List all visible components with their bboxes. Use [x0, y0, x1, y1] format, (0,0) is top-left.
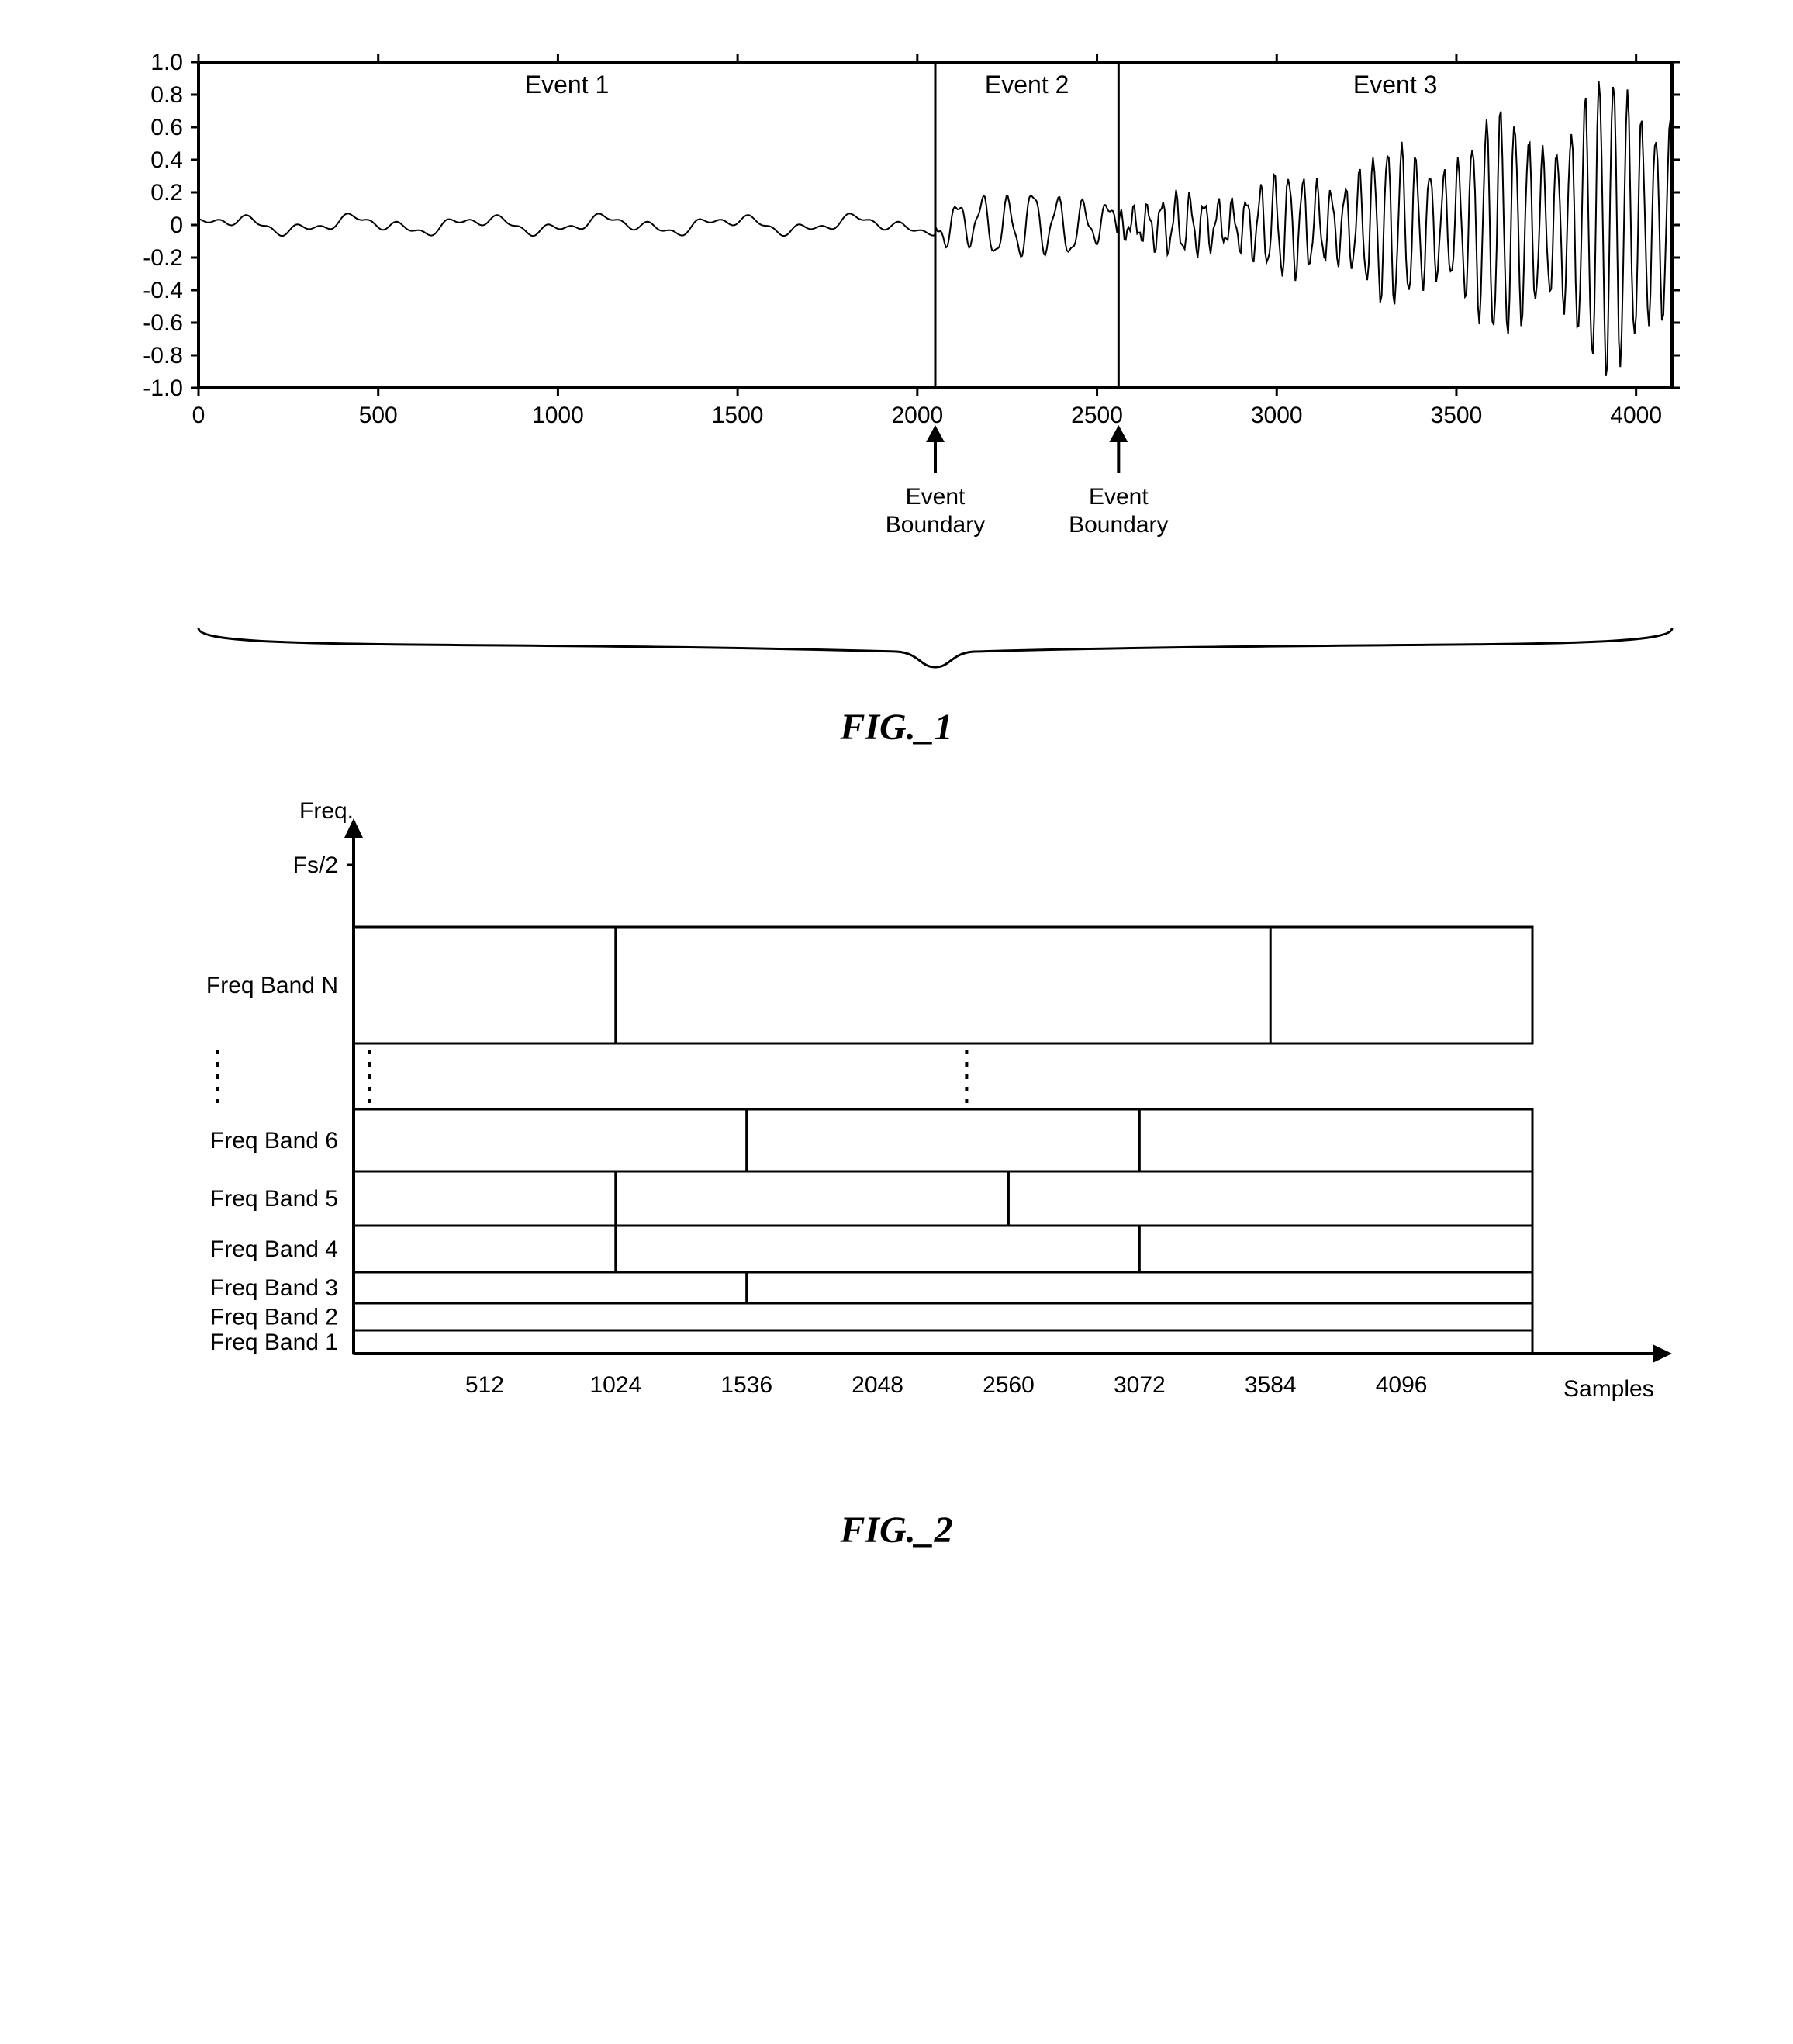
x-tick-label: 0 — [192, 403, 206, 428]
x-tick-label: 4096 — [1376, 1372, 1428, 1398]
x-tick-label: 3584 — [1245, 1372, 1297, 1398]
event-label: Event 2 — [985, 71, 1069, 99]
y-tick-label: -0.2 — [143, 245, 183, 271]
x-tick-label: 1500 — [712, 403, 764, 428]
event-boundary-label: Boundary — [886, 512, 985, 538]
fig1-chart: -1.0 -0.8 -0.6 -0.4 -0.2 0 0.2 0.4 0.6 0.8 1.0 0 50… — [82, 31, 1711, 613]
event-boundary-label: Event — [1089, 484, 1149, 510]
freq-band — [354, 1171, 1532, 1226]
fig1-caption: FIG._1 — [43, 706, 1750, 749]
freq-band — [354, 1272, 1532, 1303]
y-tick-label: 0.4 — [150, 147, 183, 173]
x-tick-label: 1000 — [532, 403, 584, 428]
x-tick-label: 3072 — [1114, 1372, 1166, 1398]
event-label: Event 1 — [525, 71, 610, 99]
y-tick-label: 0.2 — [150, 180, 183, 206]
y-tick-label: -1.0 — [143, 375, 183, 401]
freq-band — [354, 1226, 1532, 1272]
x-tick-label: 4000 — [1610, 403, 1662, 428]
band-label: Freq Band 1 — [210, 1330, 338, 1355]
x-tick-label: 2000 — [891, 403, 943, 428]
band-label: Freq Band 5 — [210, 1186, 338, 1212]
x-tick-label: 3000 — [1251, 403, 1303, 428]
x-tick-label: 1536 — [720, 1372, 772, 1398]
y-tick-label: -0.6 — [143, 310, 183, 336]
y-tick-label: 1.0 — [150, 50, 183, 75]
y-tick-label: 0 — [170, 213, 183, 238]
y-tick-label: 0.8 — [150, 82, 183, 108]
band-label: Freq Band N — [206, 973, 338, 998]
event-boundary-label: Event — [906, 484, 966, 510]
x-tick-label: 512 — [465, 1372, 504, 1398]
fig2-chart: Freq. Samples Fs/2 Freq Band N Freq Band … — [82, 795, 1711, 1493]
fs-over-2-label: Fs/2 — [293, 853, 338, 878]
fig2-caption: FIG._2 — [43, 1509, 1750, 1551]
x-tick-label: 500 — [359, 403, 398, 428]
band-label: Freq Band 2 — [210, 1305, 338, 1330]
freq-band — [354, 1303, 1532, 1330]
fig1-brace — [82, 613, 1711, 690]
y-tick-label: -0.4 — [143, 278, 183, 303]
freq-band — [354, 927, 1532, 1043]
event-label: Event 3 — [1353, 71, 1438, 99]
figure-1-container: -1.0 -0.8 -0.6 -0.4 -0.2 0 0.2 0.4 0.6 0.8 1.0 0 50… — [43, 31, 1750, 1551]
band-label: Freq Band 4 — [210, 1236, 338, 1262]
freq-band — [354, 1109, 1532, 1171]
y-tick-label: 0.6 — [150, 115, 183, 140]
freq-band — [354, 1330, 1532, 1354]
x-tick-label: 2500 — [1071, 403, 1123, 428]
x-tick-label: 2048 — [852, 1372, 903, 1398]
band-label: Freq Band 3 — [210, 1275, 338, 1301]
freq-axis-label: Freq. — [299, 798, 354, 824]
x-tick-label: 2560 — [983, 1372, 1035, 1398]
y-tick-label: -0.8 — [143, 343, 183, 368]
x-tick-label: 3500 — [1431, 403, 1483, 428]
samples-axis-label: Samples — [1563, 1376, 1654, 1402]
band-label: Freq Band 6 — [210, 1128, 338, 1153]
x-tick-label: 1024 — [589, 1372, 641, 1398]
event-boundary-label: Boundary — [1069, 512, 1168, 538]
